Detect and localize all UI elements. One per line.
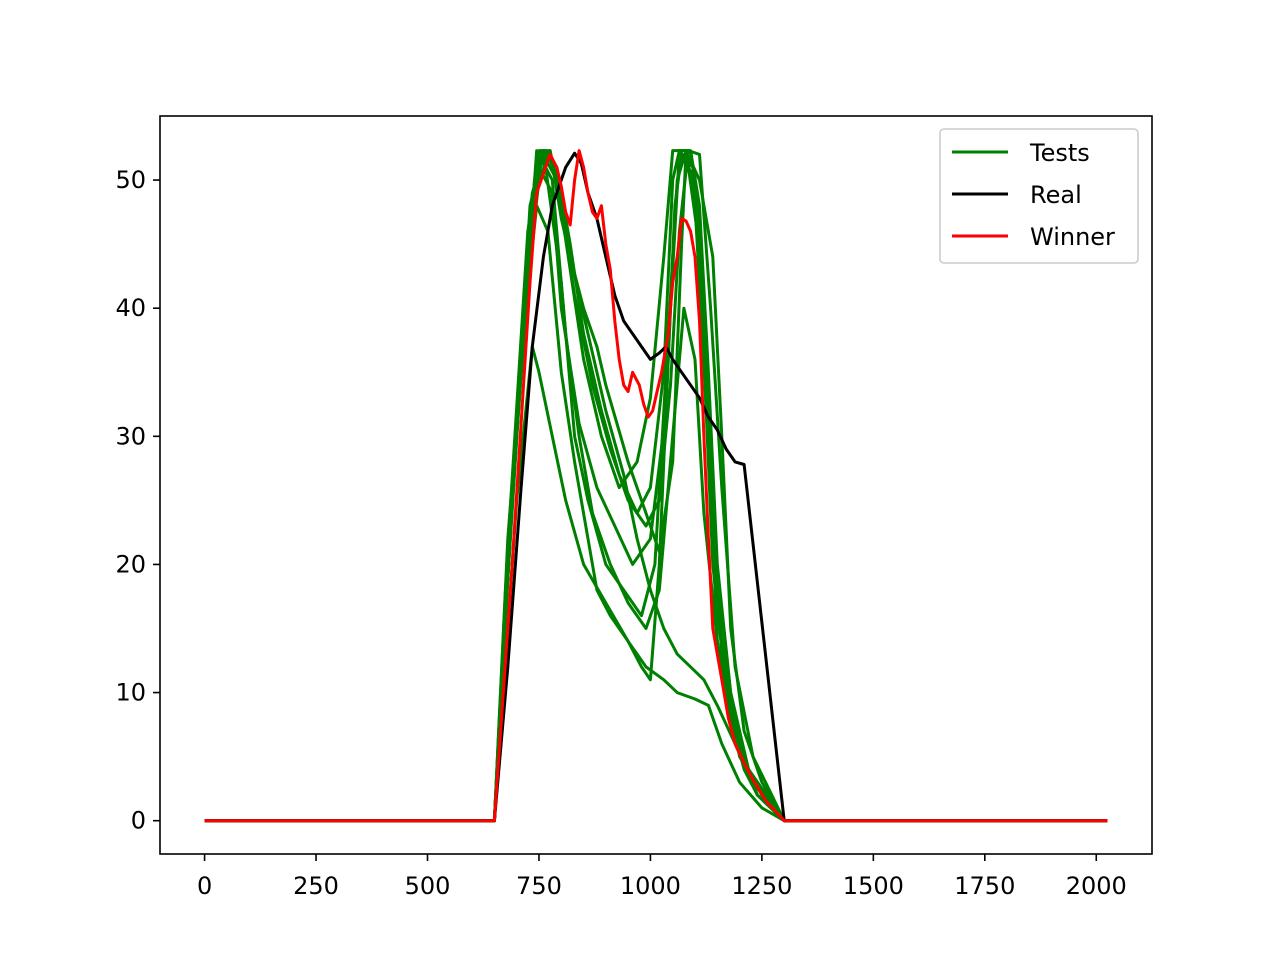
x-tick-label: 750: [516, 872, 562, 900]
y-tick-label: 10: [115, 679, 146, 707]
series-layer: [204, 149, 1108, 823]
legend-tests-label: Tests: [1029, 139, 1090, 167]
x-tick-label: 1750: [954, 872, 1015, 900]
x-axis: 0 250 500 750 1000 1250 1500 1750 2000: [197, 854, 1127, 900]
y-tick-label: 30: [115, 422, 146, 450]
x-tick-label: 1250: [731, 872, 792, 900]
y-tick-label: 40: [115, 294, 146, 322]
axes-frame: [159, 115, 1153, 855]
legend-winner-label: Winner: [1030, 223, 1115, 251]
legend: Tests Real Winner: [939, 128, 1139, 264]
legend-box: [939, 128, 1139, 264]
real-line: [204, 151, 1108, 823]
x-tick-label: 1000: [620, 872, 681, 900]
x-tick-label: 2000: [1066, 872, 1127, 900]
x-tick-label: 0: [197, 872, 212, 900]
x-tick-label: 250: [293, 872, 339, 900]
tests-line-6: [204, 345, 1108, 823]
legend-real-label: Real: [1030, 181, 1082, 209]
y-tick-label: 50: [115, 166, 146, 194]
x-tick-label: 500: [405, 872, 451, 900]
tests-line-10: [204, 149, 1108, 823]
y-axis: 0 10 20 30 40 50: [115, 166, 160, 835]
y-tick-label: 0: [131, 807, 146, 835]
y-tick-label: 20: [115, 550, 146, 578]
winner-line: [204, 149, 1108, 823]
x-tick-label: 1500: [843, 872, 904, 900]
